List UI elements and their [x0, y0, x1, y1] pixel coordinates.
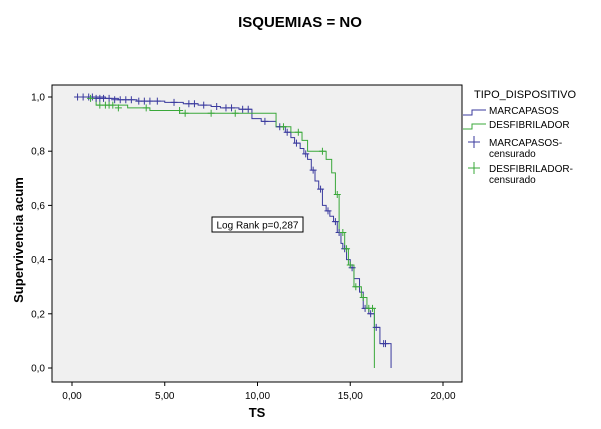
legend: TIPO_DISPOSITIVO MARCAPASOS DESFIBRILADOR…	[463, 89, 577, 186]
censor-mark-marcapasos	[127, 96, 135, 104]
censor-mark-desfibrilador	[352, 283, 360, 291]
y-tick-label: 1,0	[31, 93, 45, 104]
y-tick-label: 0,0	[31, 364, 45, 375]
censor-mark-desfibrilador	[87, 94, 95, 102]
legend-line-swatch	[463, 109, 486, 116]
censor-mark-desfibrilador	[359, 294, 367, 302]
plot-area	[51, 84, 463, 383]
x-tick-label: 5,00	[155, 391, 175, 402]
censor-mark-marcapasos	[324, 207, 332, 215]
y-tick-label: 0,4	[31, 255, 45, 266]
censor-mark-desfibrilador	[109, 101, 117, 109]
legend-label: DESFIBRILADOR	[489, 120, 570, 131]
censor-mark-marcapasos	[367, 310, 375, 318]
censor-mark-marcapasos	[331, 218, 339, 226]
y-tick-label: 0,6	[31, 201, 45, 212]
chart-title: ISQUEMIAS = NO	[238, 14, 362, 31]
censor-mark-desfibrilador	[318, 147, 326, 155]
censor-mark-desfibrilador	[114, 104, 122, 112]
censor-mark-desfibrilador	[343, 245, 351, 253]
axes: 0,00 5,00 10,00 15,00 20,00 0,0 0,2 0,4 0,6 0,8 1,…	[31, 93, 456, 403]
censor-mark-marcapasos	[170, 98, 178, 106]
censor-mark-marcapasos	[244, 105, 252, 113]
censor-mark-desfibrilador	[142, 104, 150, 112]
x-tick-label: 0,00	[62, 391, 82, 402]
censor-mark-marcapasos	[381, 340, 389, 348]
censor-layer	[74, 93, 389, 348]
censor-mark-desfibrilador	[339, 229, 347, 236]
censor-mark-marcapasos	[261, 117, 269, 125]
censor-mark-marcapasos	[146, 97, 154, 105]
legend-line-swatch	[463, 123, 486, 130]
censor-mark-marcapasos	[317, 185, 325, 193]
x-tick-label: 10,00	[245, 391, 270, 402]
log-rank-annotation: Log Rank p=0,287	[211, 216, 304, 233]
censor-mark-desfibrilador	[176, 107, 184, 115]
censor-mark-marcapasos	[228, 104, 236, 112]
censor-mark-marcapasos	[200, 101, 208, 109]
censor-mark-marcapasos	[372, 323, 380, 331]
censor-mark-desfibrilador	[279, 123, 287, 131]
censor-mark-marcapasos	[190, 100, 198, 108]
censor-mark-marcapasos	[105, 94, 113, 102]
y-axis-title: Supervivencia acum	[11, 177, 26, 303]
annotation-text: Log Rank p=0,287	[216, 221, 298, 232]
legend-label: MARCAPASOS-censurado	[489, 138, 562, 160]
x-tick-label: 15,00	[338, 391, 363, 402]
legend-label: MARCAPASOS	[489, 106, 559, 117]
y-tick-label: 0,8	[31, 147, 45, 158]
legend-cross-swatch	[468, 162, 480, 174]
x-tick-label: 20,00	[430, 391, 455, 402]
censor-mark-desfibrilador	[294, 128, 302, 136]
censor-mark-marcapasos	[283, 128, 291, 136]
censor-mark-marcapasos	[213, 102, 221, 110]
legend-cross-swatch	[468, 136, 480, 148]
censor-mark-desfibrilador	[333, 191, 341, 199]
censor-mark-desfibrilador	[346, 261, 354, 269]
x-axis-title: TS	[249, 405, 266, 420]
censor-mark-marcapasos	[292, 139, 300, 147]
y-tick-label: 0,2	[31, 309, 45, 320]
censor-mark-desfibrilador	[231, 109, 239, 117]
censor-mark-marcapasos	[153, 97, 161, 105]
annotation-box	[211, 216, 304, 233]
legend-label: DESFIBRILADOR-censurado	[489, 164, 573, 186]
censor-mark-desfibrilador	[207, 109, 215, 117]
censor-mark-marcapasos	[309, 166, 317, 174]
censor-mark-desfibrilador	[369, 304, 377, 312]
censor-mark-marcapasos	[302, 150, 310, 158]
legend-title: TIPO_DISPOSITIVO	[474, 89, 577, 101]
censor-mark-desfibrilador	[181, 109, 189, 117]
